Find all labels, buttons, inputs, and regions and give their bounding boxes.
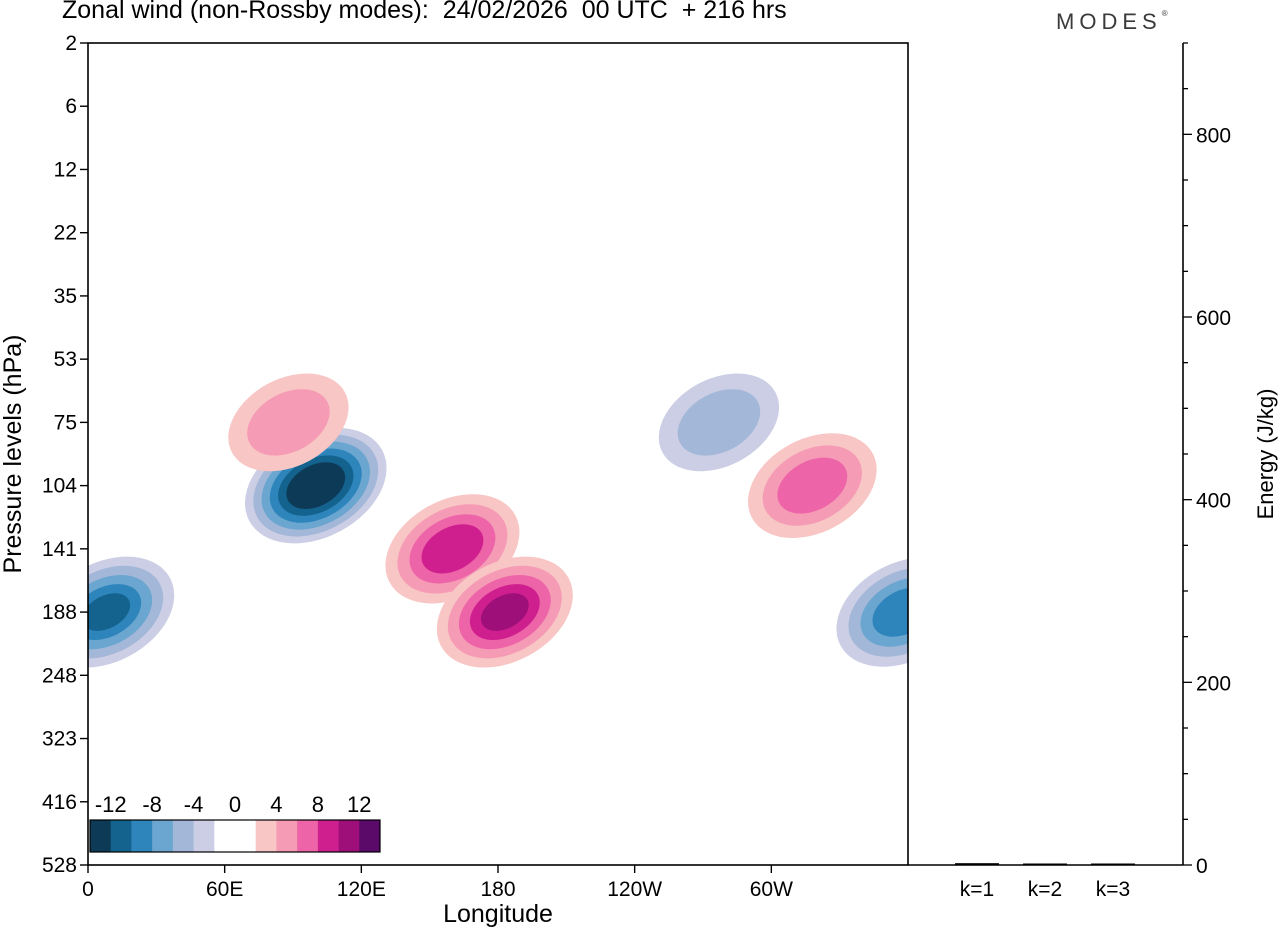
colorbar-label: -4 [184,792,204,817]
colorbar-swatch [193,820,215,852]
energy-category-label: k=1 [960,878,994,901]
x-axis-label: Longitude [443,900,553,928]
y-axis-label: Pressure levels (hPa) [0,335,27,574]
y-tick-label: 188 [42,601,77,624]
colorbar-label: 12 [347,792,371,817]
colorbar-swatch [338,820,360,852]
colorbar-label: -12 [95,792,127,817]
y-tick-label: 6 [65,95,77,118]
x-tick-label: 180 [480,878,515,901]
colorbar-swatch [172,820,195,852]
x-tick-label: 120E [337,878,386,901]
colorbar-swatch [255,820,277,852]
y-tick-label: 53 [54,348,77,371]
energy-bar [1023,863,1067,865]
colorbar-swatch [235,820,257,852]
wind-feature [836,557,908,667]
colorbar-swatch [110,820,132,852]
colorbar-swatch [276,820,298,852]
wind-feature [658,373,780,472]
x-tick-label: 60E [206,878,243,901]
energy-bar [955,863,999,865]
y-tick-label: 416 [42,791,77,814]
y-tick-label: 141 [42,538,77,561]
colorbar: -12 -8 -4 0 4 8 12 [89,792,381,853]
colorbar-frame [89,819,381,853]
x-tick-label: 0 [82,878,94,901]
wind-feature [88,556,175,668]
energy-category-label: k=3 [1096,878,1130,901]
colorbar-swatch [297,820,319,852]
y-tick-label: 104 [42,475,77,498]
contour-band [247,389,330,456]
energy-category-label: k=2 [1028,878,1062,901]
y-tick-label: 75 [54,411,77,434]
colorbar-swatch [90,820,112,852]
modes-logo: MODES® [1056,9,1168,35]
energy-tick-label: 800 [1196,124,1231,147]
contour-band [480,593,529,631]
energy-tick-label: 600 [1196,307,1231,330]
colorbar-swatch [152,820,174,852]
contour-band [294,469,337,503]
colorbar-swatch [359,820,381,852]
y-tick-label: 2 [65,32,77,55]
wind-feature [228,373,349,472]
y-tick-label: 323 [42,728,77,751]
colorbar-label: 4 [270,792,282,817]
colorbar-label: 8 [312,792,324,817]
wind-field-heatmap [88,373,908,668]
energy-tick-label: 400 [1196,490,1231,513]
colorbar-swatch [214,820,236,852]
y-tick-label: 248 [42,664,77,687]
colorbar-label: 0 [229,792,241,817]
brand-text: MODES [1056,9,1162,34]
energy-tick-label: 0 [1196,855,1208,878]
x-tick-label: 60W [750,878,793,901]
y-tick-label: 22 [54,222,77,245]
energy-bar-panel: 0 200 400 600 800 k=1 k=2 k=3 [908,42,1231,901]
y-tick-label: 528 [42,854,77,877]
energy-axis-label: Energy (J/kg) [1253,389,1278,520]
contour-band [777,457,848,514]
contour-band [421,524,484,574]
chart-title: Zonal wind (non-Rossby modes): 24/02/202… [62,0,787,24]
energy-bar [1091,863,1135,865]
registered-mark: ® [1161,9,1168,18]
wind-feature [436,556,573,668]
energy-tick-label: 200 [1196,672,1231,695]
x-tick-label: 120W [607,878,662,901]
contour-band [88,593,131,631]
colorbar-swatch [131,820,153,852]
colorbar-swatch [317,820,340,852]
y-tick-label: 12 [54,158,77,181]
contour-band [872,587,908,637]
contour-band [677,389,761,456]
y-tick-label: 35 [54,285,77,308]
wind-feature [748,433,877,539]
heatmap-axes: 0 60E 120E 180 120W 60W 2 6 12 22 35 53 75 104 141 188 2… [42,32,909,901]
colorbar-label: -8 [142,792,162,817]
